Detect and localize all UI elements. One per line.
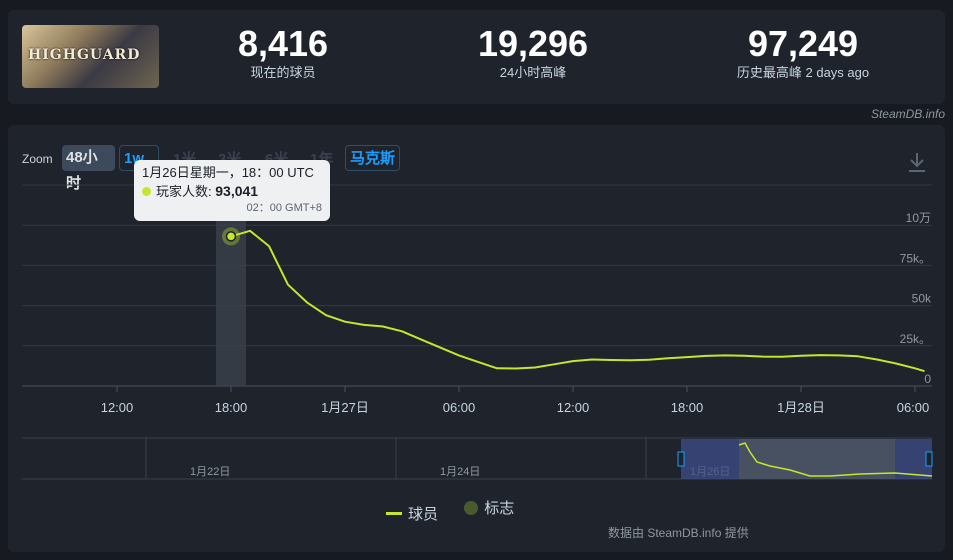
current-players-label: 现在的球员 — [250, 65, 316, 80]
game-thumbnail[interactable]: HIGHGUARD — [22, 25, 159, 88]
data-source-note: 数据由 SteamDB.info 提供 — [608, 526, 749, 540]
peak-24h-label: 24小时高峰 — [499, 65, 567, 80]
current-players-value: 8,416 — [237, 23, 329, 64]
chart-legend: 球员 标志 — [386, 497, 536, 524]
tooltip-value: 93,041 — [215, 183, 259, 199]
zoom-label: Zoom — [22, 152, 53, 166]
game-logo-text: HIGHGUARD — [28, 47, 141, 63]
legend-flags[interactable]: 标志 — [464, 497, 514, 518]
all-time-peak-label: 历史最高峰 2 days ago — [736, 65, 870, 80]
tooltip-value-row: 玩家人数: 93,041 — [142, 182, 322, 201]
zoom-48h-button[interactable]: 48小时 — [62, 145, 115, 192]
flags-dot-swatch — [464, 500, 479, 515]
tooltip-series-dot — [142, 187, 151, 196]
legend-players[interactable]: 球员 — [386, 503, 438, 524]
all-time-peak-stat: 97,249 历史最高峰 2 days ago — [708, 24, 898, 82]
chart-tooltip: 1月26日星期一，18：00 UTC 玩家人数: 93,041 02：00 GM… — [134, 160, 330, 221]
stats-panel: HIGHGUARD 8,416 现在的球员 19,296 24小时高峰 97,2… — [8, 10, 945, 104]
legend-players-label: 球员 — [408, 505, 439, 523]
zoom-max-button[interactable]: 马克斯 — [345, 145, 400, 171]
current-players-stat: 8,416 现在的球员 — [203, 24, 363, 82]
tooltip-series-label: 玩家人数: — [156, 184, 212, 199]
peak-24h-value: 19,296 — [477, 23, 589, 64]
all-time-peak-value: 97,249 — [747, 23, 859, 64]
players-line-swatch — [386, 511, 402, 515]
download-icon[interactable] — [906, 150, 928, 174]
steamdb-credit[interactable]: SteamDB.info — [870, 107, 945, 121]
legend-flags-label: 标志 — [484, 500, 515, 517]
tooltip-date: 1月26日星期一，18：00 UTC — [142, 165, 314, 180]
tooltip-local-time: 02：00 GMT+8 — [246, 202, 322, 214]
peak-24h-stat: 19,296 24小时高峰 — [448, 24, 618, 82]
